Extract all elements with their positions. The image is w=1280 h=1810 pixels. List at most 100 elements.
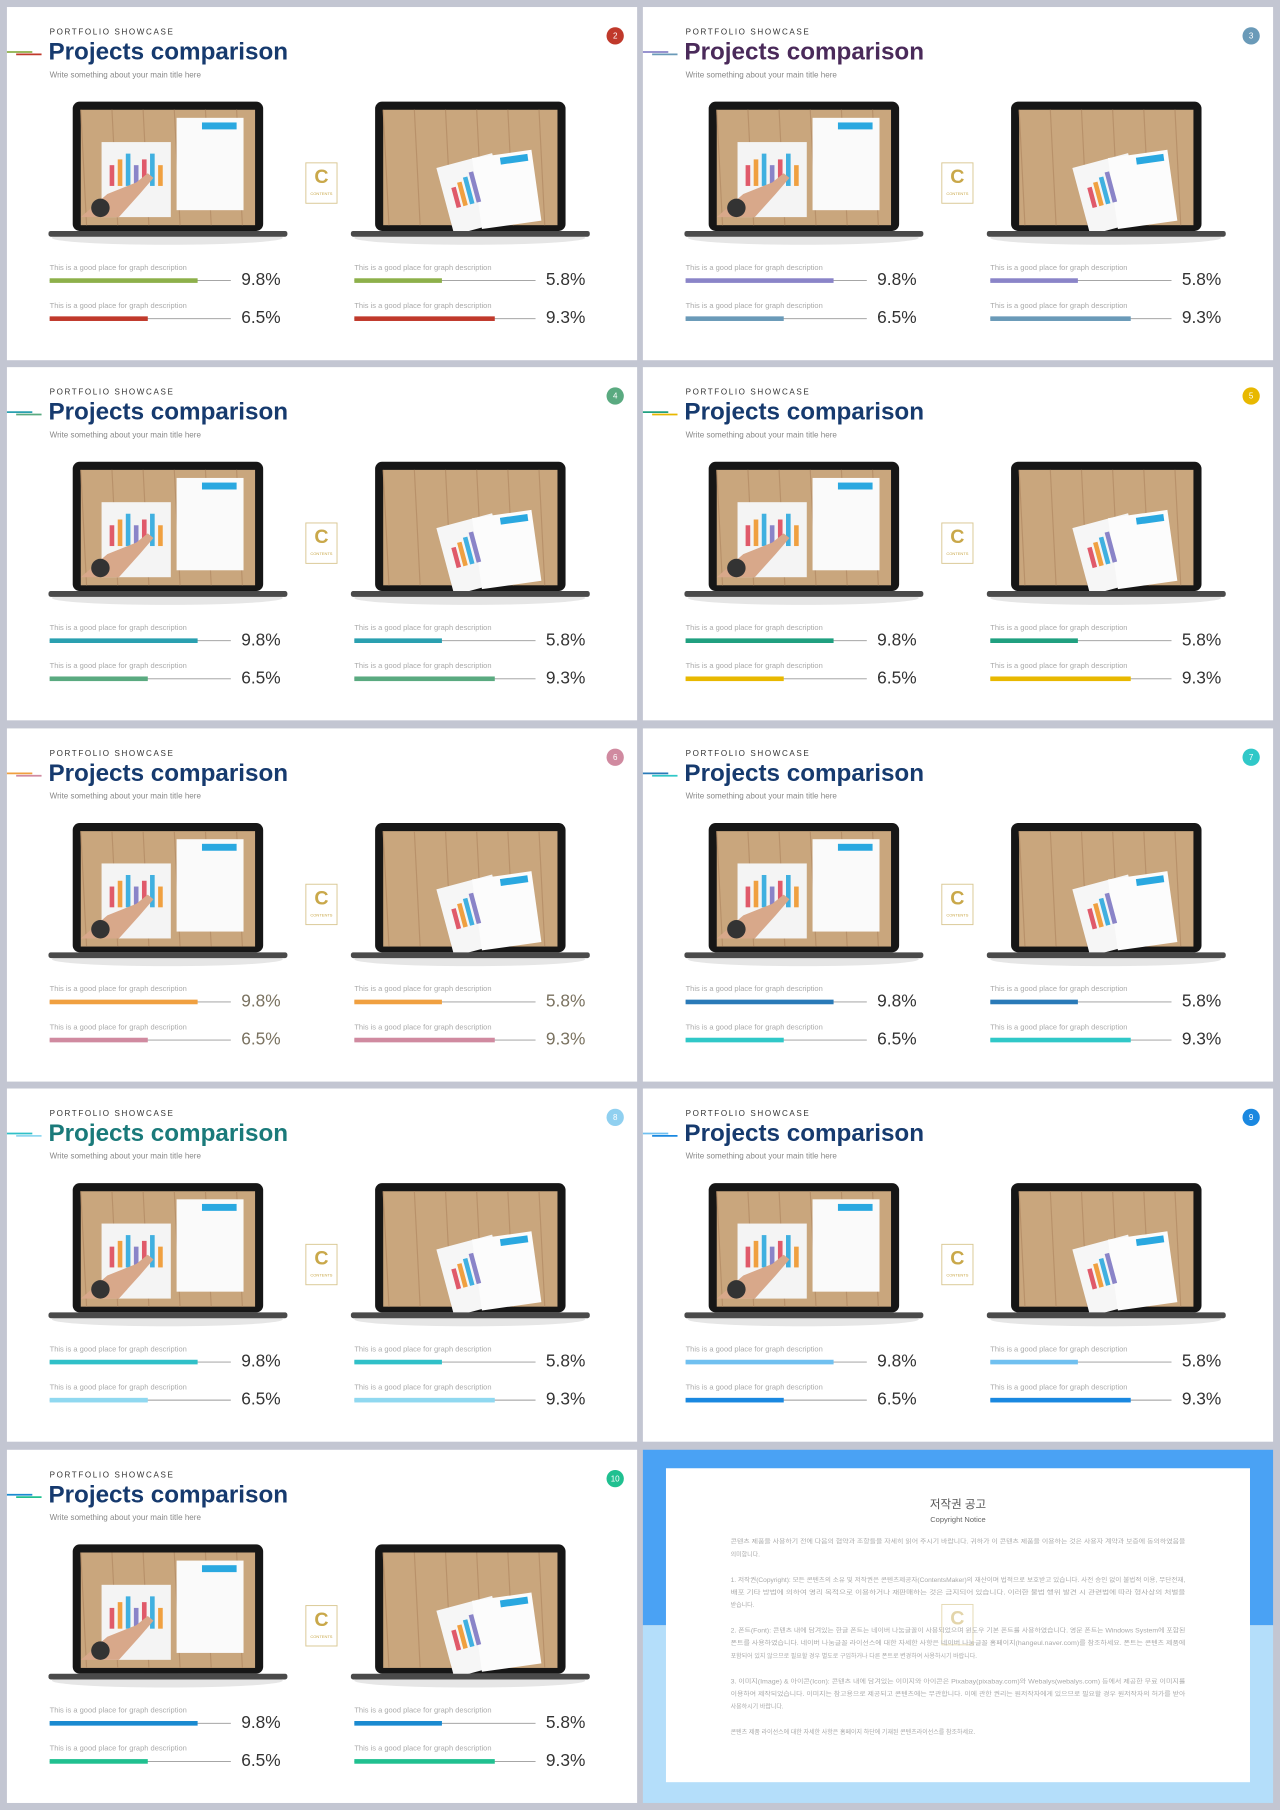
laptop	[48, 1544, 288, 1688]
bar-description: This is a good place for graph descripti…	[354, 1706, 491, 1715]
page-badge	[606, 387, 624, 405]
progress-bar	[49, 1359, 198, 1365]
page-badge	[606, 1108, 624, 1127]
paper-chart-bar	[769, 1246, 775, 1268]
progress-bar	[990, 278, 1078, 283]
laptop-base	[48, 591, 288, 597]
wood-grain	[413, 109, 421, 226]
paper	[812, 1199, 880, 1292]
percent-label: 6.5%	[877, 307, 916, 327]
progress-bar	[685, 316, 784, 321]
paper-chart-bar	[451, 546, 462, 569]
percent-label: 9.8%	[241, 1712, 280, 1732]
wood-grain	[80, 831, 88, 947]
paper	[812, 839, 880, 932]
laptop-base	[350, 952, 590, 959]
wood-grain	[1018, 1191, 1026, 1307]
paper-chart-bar	[777, 1240, 783, 1268]
paper-chart-bar	[753, 159, 759, 186]
progress-bar	[990, 316, 1131, 321]
wood-grain	[413, 1552, 421, 1668]
percent-label: 6.5%	[241, 307, 280, 327]
paper-chart-bar	[457, 1624, 468, 1649]
progress-bar	[49, 1721, 198, 1726]
paper-chart-bar	[1104, 1252, 1118, 1285]
wood-grain	[382, 1552, 390, 1668]
laptop	[350, 1544, 590, 1688]
logo-word: CONTENTS	[310, 551, 332, 556]
percent-label: 9.8%	[241, 991, 280, 1011]
paper-chart-bar	[769, 165, 775, 186]
paper	[471, 871, 542, 951]
bar-description: This is a good place for graph descripti…	[686, 1022, 823, 1031]
paper-chart-bar	[141, 159, 147, 186]
page-number: 4	[613, 392, 618, 401]
logo-word: CONTENTS	[946, 912, 968, 917]
paper-chart-bar	[457, 181, 468, 207]
paper-chart-bar	[125, 874, 131, 908]
slide-label: PORTFOLIO SHOWCASE	[50, 1470, 175, 1479]
paper-chart-bar	[468, 171, 482, 203]
bar-description: This is a good place for graph descripti…	[990, 1344, 1127, 1353]
paper-chart-bar	[1087, 186, 1098, 209]
wood-grain	[1018, 109, 1026, 226]
slide-subtitle: Write something about your main title he…	[686, 1152, 838, 1161]
progress-bar	[354, 999, 442, 1005]
laptop	[350, 1183, 590, 1327]
bar-description: This is a good place for graph descripti…	[686, 661, 823, 670]
paper-chart-bar	[117, 519, 123, 547]
slide-subtitle: Write something about your main title he…	[50, 430, 202, 439]
progress-bar	[990, 1037, 1131, 1043]
wood-grain	[538, 1191, 546, 1307]
percent-label: 9.3%	[546, 1389, 585, 1409]
slide-title: Projects comparison	[684, 760, 924, 787]
paper-chart-bar	[133, 1607, 139, 1629]
copyright-card	[665, 1468, 1250, 1783]
percent-label: 6.5%	[877, 1029, 916, 1049]
percent-label: 5.8%	[546, 629, 585, 649]
slide-subtitle: Write something about your main title he…	[686, 70, 838, 79]
percent-label: 9.8%	[877, 629, 916, 649]
page-badge	[606, 1469, 624, 1488]
bar-description: This is a good place for graph descripti…	[50, 984, 187, 993]
slide: 저작권 공고 Copyright Notice C 콘텐츠 제품을 사용하기 전에 다…	[642, 1449, 1274, 1803]
percent-label: 5.8%	[546, 1351, 585, 1371]
copyright-title: 저작권 공고	[930, 1498, 986, 1511]
logo-box	[941, 162, 974, 204]
paper-chart-bar	[1087, 546, 1098, 569]
percent-label: 5.8%	[1182, 1351, 1221, 1371]
percent-label: 6.5%	[241, 667, 280, 687]
paper-chart-bar	[117, 159, 123, 186]
wood-grain	[80, 469, 88, 586]
paper-header	[837, 482, 873, 490]
slide: PORTFOLIO SHOWCASE Projects comparison Wri…	[6, 728, 638, 1082]
page-badge	[606, 748, 624, 766]
paper-header	[499, 1235, 529, 1247]
logo-word: CONTENTS	[310, 912, 332, 917]
wood-grain	[1174, 831, 1182, 947]
progress-bar	[990, 676, 1131, 682]
page-number: 8	[613, 1113, 618, 1122]
percent-label: 6.5%	[241, 1029, 280, 1049]
paper-chart-bar	[133, 886, 139, 908]
wood-grain	[538, 109, 546, 226]
paper-chart-bar	[158, 886, 163, 908]
logo-letter: C	[950, 887, 964, 909]
logo-box	[305, 522, 338, 564]
wood-grain	[413, 831, 421, 947]
paper	[176, 1199, 244, 1292]
bar-description: This is a good place for graph descripti…	[990, 1022, 1127, 1031]
paper-chart-bar	[745, 165, 751, 186]
percent-label: 5.8%	[1182, 991, 1221, 1011]
watch	[727, 1280, 746, 1299]
paper-chart-bar	[109, 525, 115, 547]
logo-letter: C	[314, 166, 328, 188]
watch	[727, 198, 746, 218]
logo-letter: C	[314, 526, 328, 548]
logo-letter: C	[950, 166, 964, 188]
paper-chart-bar	[133, 1246, 139, 1268]
slide-label: PORTFOLIO SHOWCASE	[686, 749, 811, 758]
paper-chart-bar	[150, 874, 155, 908]
paper-chart-bar	[462, 1257, 475, 1286]
